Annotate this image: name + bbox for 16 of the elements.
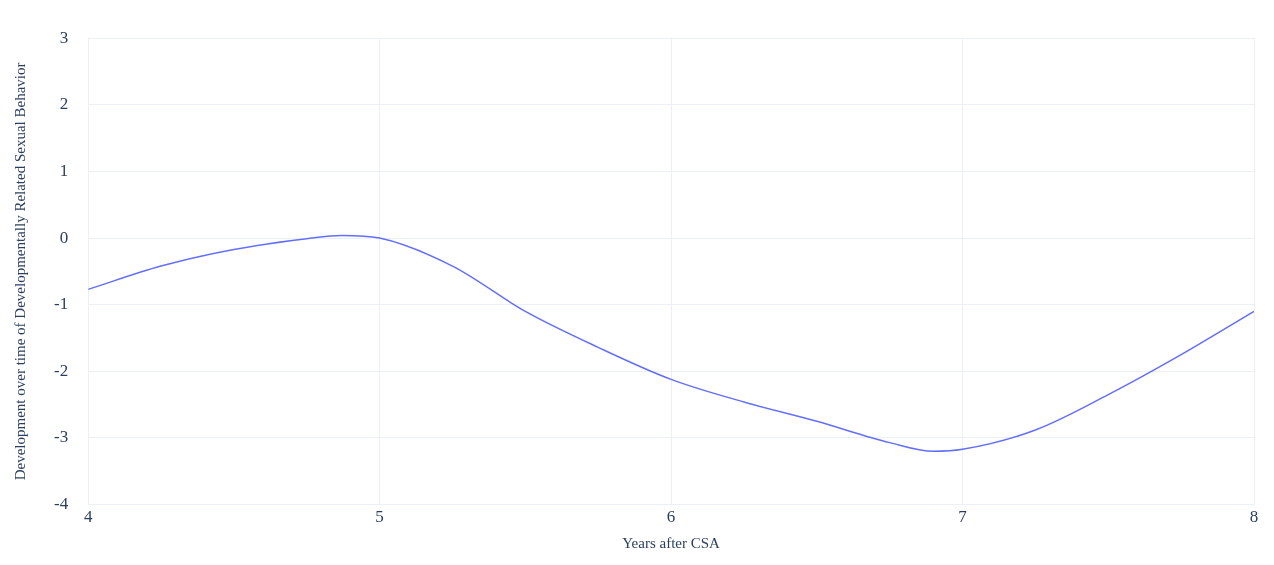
y-tick-label: -3 (53, 427, 69, 447)
x-tick-label: 6 (666, 507, 676, 527)
y-tick-label: 2 (59, 94, 69, 114)
y-tick-label: 1 (59, 160, 69, 180)
x-tick-label: 7 (958, 507, 968, 527)
line-series (88, 234, 1254, 453)
x-tick-label: 4 (83, 507, 93, 527)
y-tick-label: 0 (59, 227, 69, 247)
y-tick-label: -1 (53, 294, 69, 314)
y-tick-label: -2 (53, 360, 69, 380)
y-tick-label: -4 (53, 494, 69, 514)
y-tick-label: 3 (59, 27, 69, 47)
x-tick-label: 5 (375, 507, 384, 527)
x-axis-title: Years after CSA (622, 534, 721, 551)
y-axis-title: Development over time of Developmentally Related Sexual Behavior (11, 62, 28, 481)
x-tick-label: 8 (1249, 507, 1259, 527)
